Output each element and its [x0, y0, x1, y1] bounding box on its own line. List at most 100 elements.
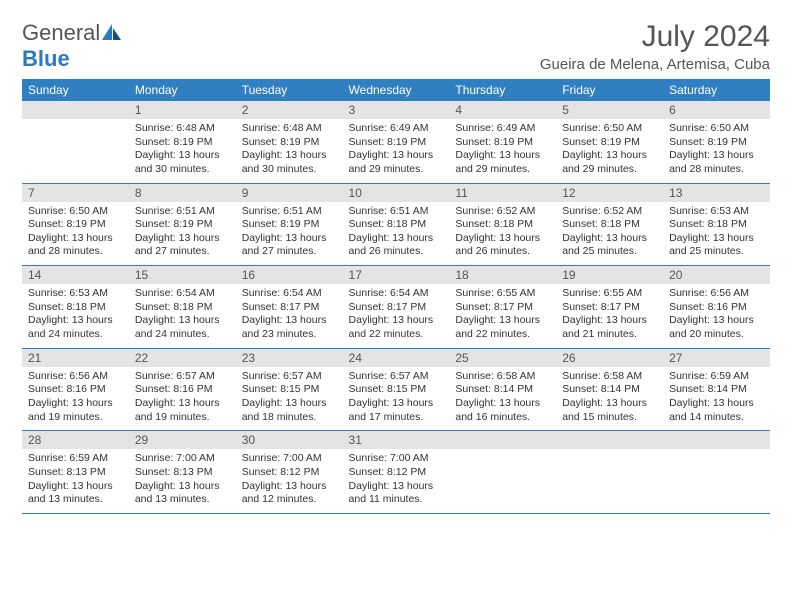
empty-cell	[663, 431, 770, 514]
day-number: 11	[449, 184, 556, 202]
day-cell-16: 16Sunrise: 6:54 AMSunset: 8:17 PMDayligh…	[236, 266, 343, 349]
day-cell-30: 30Sunrise: 7:00 AMSunset: 8:12 PMDayligh…	[236, 431, 343, 514]
day-body: Sunrise: 6:52 AMSunset: 8:18 PMDaylight:…	[556, 202, 663, 266]
dow-sunday: Sunday	[22, 79, 129, 101]
day-cell-23: 23Sunrise: 6:57 AMSunset: 8:15 PMDayligh…	[236, 348, 343, 431]
day-body: Sunrise: 6:53 AMSunset: 8:18 PMDaylight:…	[22, 284, 129, 348]
day-number: 29	[129, 431, 236, 449]
day-cell-10: 10Sunrise: 6:51 AMSunset: 8:18 PMDayligh…	[343, 183, 450, 266]
day-body: Sunrise: 6:49 AMSunset: 8:19 PMDaylight:…	[343, 119, 450, 183]
day-cell-2: 2Sunrise: 6:48 AMSunset: 8:19 PMDaylight…	[236, 101, 343, 183]
day-cell-1: 1Sunrise: 6:48 AMSunset: 8:19 PMDaylight…	[129, 101, 236, 183]
location-text: Gueira de Melena, Artemisa, Cuba	[540, 56, 770, 73]
day-cell-12: 12Sunrise: 6:52 AMSunset: 8:18 PMDayligh…	[556, 183, 663, 266]
day-body: Sunrise: 6:51 AMSunset: 8:19 PMDaylight:…	[236, 202, 343, 266]
day-cell-14: 14Sunrise: 6:53 AMSunset: 8:18 PMDayligh…	[22, 266, 129, 349]
dow-row: SundayMondayTuesdayWednesdayThursdayFrid…	[22, 79, 770, 101]
day-body: Sunrise: 6:54 AMSunset: 8:17 PMDaylight:…	[343, 284, 450, 348]
day-number: 7	[22, 184, 129, 202]
day-cell-17: 17Sunrise: 6:54 AMSunset: 8:17 PMDayligh…	[343, 266, 450, 349]
day-number: 2	[236, 101, 343, 119]
day-body: Sunrise: 6:52 AMSunset: 8:18 PMDaylight:…	[449, 202, 556, 266]
dow-thursday: Thursday	[449, 79, 556, 101]
dow-monday: Monday	[129, 79, 236, 101]
day-cell-29: 29Sunrise: 7:00 AMSunset: 8:13 PMDayligh…	[129, 431, 236, 514]
day-number: 1	[129, 101, 236, 119]
day-number: 8	[129, 184, 236, 202]
day-number: 14	[22, 266, 129, 284]
day-body: Sunrise: 6:54 AMSunset: 8:17 PMDaylight:…	[236, 284, 343, 348]
day-cell-21: 21Sunrise: 6:56 AMSunset: 8:16 PMDayligh…	[22, 348, 129, 431]
day-body: Sunrise: 6:57 AMSunset: 8:16 PMDaylight:…	[129, 367, 236, 431]
day-body: Sunrise: 6:49 AMSunset: 8:19 PMDaylight:…	[449, 119, 556, 183]
day-cell-26: 26Sunrise: 6:58 AMSunset: 8:14 PMDayligh…	[556, 348, 663, 431]
day-body: Sunrise: 6:55 AMSunset: 8:17 PMDaylight:…	[556, 284, 663, 348]
empty-cell	[22, 101, 129, 183]
day-cell-18: 18Sunrise: 6:55 AMSunset: 8:17 PMDayligh…	[449, 266, 556, 349]
day-number: 3	[343, 101, 450, 119]
day-body: Sunrise: 6:50 AMSunset: 8:19 PMDaylight:…	[663, 119, 770, 183]
brand-text-blue: Blue	[22, 46, 70, 71]
day-number: 19	[556, 266, 663, 284]
day-body: Sunrise: 6:57 AMSunset: 8:15 PMDaylight:…	[236, 367, 343, 431]
dow-saturday: Saturday	[663, 79, 770, 101]
day-cell-4: 4Sunrise: 6:49 AMSunset: 8:19 PMDaylight…	[449, 101, 556, 183]
day-number: 15	[129, 266, 236, 284]
day-number: 4	[449, 101, 556, 119]
day-number: 5	[556, 101, 663, 119]
brand-sail-icon	[102, 24, 122, 40]
day-body: Sunrise: 7:00 AMSunset: 8:12 PMDaylight:…	[236, 449, 343, 513]
day-number: 16	[236, 266, 343, 284]
day-cell-3: 3Sunrise: 6:49 AMSunset: 8:19 PMDaylight…	[343, 101, 450, 183]
day-cell-22: 22Sunrise: 6:57 AMSunset: 8:16 PMDayligh…	[129, 348, 236, 431]
day-body: Sunrise: 6:50 AMSunset: 8:19 PMDaylight:…	[22, 202, 129, 266]
dow-wednesday: Wednesday	[343, 79, 450, 101]
day-cell-8: 8Sunrise: 6:51 AMSunset: 8:19 PMDaylight…	[129, 183, 236, 266]
day-body: Sunrise: 6:48 AMSunset: 8:19 PMDaylight:…	[129, 119, 236, 183]
dow-friday: Friday	[556, 79, 663, 101]
day-body: Sunrise: 6:57 AMSunset: 8:15 PMDaylight:…	[343, 367, 450, 431]
day-cell-7: 7Sunrise: 6:50 AMSunset: 8:19 PMDaylight…	[22, 183, 129, 266]
day-body: Sunrise: 6:51 AMSunset: 8:19 PMDaylight:…	[129, 202, 236, 266]
brand-logo: General Blue	[22, 20, 122, 72]
day-body: Sunrise: 6:55 AMSunset: 8:17 PMDaylight:…	[449, 284, 556, 348]
calendar-body: 1Sunrise: 6:48 AMSunset: 8:19 PMDaylight…	[22, 101, 770, 513]
day-body: Sunrise: 6:59 AMSunset: 8:14 PMDaylight:…	[663, 367, 770, 431]
day-number: 28	[22, 431, 129, 449]
day-number: 13	[663, 184, 770, 202]
day-cell-5: 5Sunrise: 6:50 AMSunset: 8:19 PMDaylight…	[556, 101, 663, 183]
empty-cell	[556, 431, 663, 514]
day-number: 31	[343, 431, 450, 449]
day-number: 6	[663, 101, 770, 119]
day-number: 9	[236, 184, 343, 202]
day-number: 21	[22, 349, 129, 367]
day-body: Sunrise: 6:58 AMSunset: 8:14 PMDaylight:…	[449, 367, 556, 431]
empty-cell	[449, 431, 556, 514]
dow-tuesday: Tuesday	[236, 79, 343, 101]
header: General Blue July 2024 Gueira de Melena,…	[22, 20, 770, 73]
month-title: July 2024	[540, 20, 770, 54]
day-number: 18	[449, 266, 556, 284]
day-cell-27: 27Sunrise: 6:59 AMSunset: 8:14 PMDayligh…	[663, 348, 770, 431]
day-cell-13: 13Sunrise: 6:53 AMSunset: 8:18 PMDayligh…	[663, 183, 770, 266]
day-body: Sunrise: 6:51 AMSunset: 8:18 PMDaylight:…	[343, 202, 450, 266]
day-body: Sunrise: 6:56 AMSunset: 8:16 PMDaylight:…	[663, 284, 770, 348]
day-cell-28: 28Sunrise: 6:59 AMSunset: 8:13 PMDayligh…	[22, 431, 129, 514]
calendar-table: SundayMondayTuesdayWednesdayThursdayFrid…	[22, 79, 770, 514]
day-number: 30	[236, 431, 343, 449]
day-number: 20	[663, 266, 770, 284]
day-number: 17	[343, 266, 450, 284]
day-number: 12	[556, 184, 663, 202]
day-number: 26	[556, 349, 663, 367]
day-cell-6: 6Sunrise: 6:50 AMSunset: 8:19 PMDaylight…	[663, 101, 770, 183]
day-body: Sunrise: 6:56 AMSunset: 8:16 PMDaylight:…	[22, 367, 129, 431]
day-body: Sunrise: 6:53 AMSunset: 8:18 PMDaylight:…	[663, 202, 770, 266]
day-body: Sunrise: 7:00 AMSunset: 8:12 PMDaylight:…	[343, 449, 450, 513]
day-body: Sunrise: 6:59 AMSunset: 8:13 PMDaylight:…	[22, 449, 129, 513]
day-body: Sunrise: 6:54 AMSunset: 8:18 PMDaylight:…	[129, 284, 236, 348]
title-block: July 2024 Gueira de Melena, Artemisa, Cu…	[540, 20, 770, 73]
day-cell-9: 9Sunrise: 6:51 AMSunset: 8:19 PMDaylight…	[236, 183, 343, 266]
day-body: Sunrise: 6:50 AMSunset: 8:19 PMDaylight:…	[556, 119, 663, 183]
day-number: 27	[663, 349, 770, 367]
day-number: 23	[236, 349, 343, 367]
